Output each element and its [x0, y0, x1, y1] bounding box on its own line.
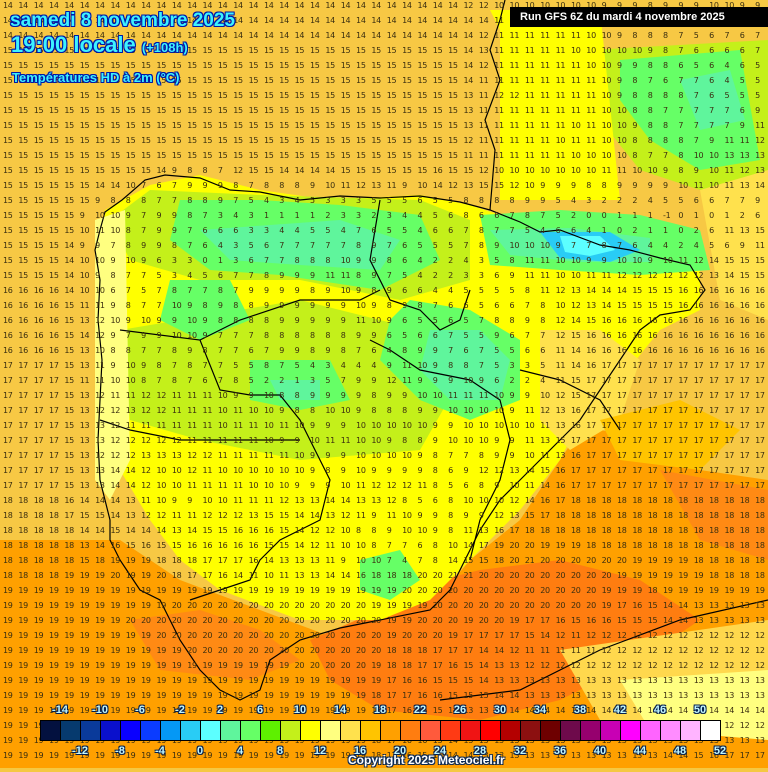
- legend-tick-top: 26: [453, 704, 467, 716]
- legend-swatch: [81, 721, 101, 740]
- forecast-time: 19:00 locale (+108h): [11, 32, 188, 58]
- legend-swatch: [41, 721, 61, 740]
- legend-tick-top: -14: [52, 704, 68, 716]
- legend-swatch: [141, 721, 161, 740]
- legend-swatch: [281, 721, 301, 740]
- legend-swatch: [361, 721, 381, 740]
- legend-tick-top: 42: [613, 704, 627, 716]
- legend-tick-top: 50: [693, 704, 707, 716]
- legend-swatch: [461, 721, 481, 740]
- legend-tick-bottom: 52: [713, 745, 727, 757]
- coastline: [94, 0, 768, 701]
- legend-swatch: [561, 721, 581, 740]
- legend-swatch: [481, 721, 501, 740]
- legend-tick-bottom: 8: [276, 745, 284, 757]
- legend-tick-top: -6: [135, 704, 145, 716]
- legend-tick-bottom: 4: [236, 745, 244, 757]
- legend-tick-top: -10: [92, 704, 108, 716]
- legend-tick-bottom: -4: [155, 745, 165, 757]
- copyright-notice: Copyright 2025 Meteociel.fr: [348, 753, 505, 767]
- legend-swatch: [101, 721, 121, 740]
- legend-tick-bottom: -8: [115, 745, 125, 757]
- legend-tick-top: 30: [493, 704, 507, 716]
- legend-tick-top: -2: [175, 704, 185, 716]
- legend-swatch: [341, 721, 361, 740]
- legend-tick-top: 6: [256, 704, 264, 716]
- legend-swatch: [261, 721, 281, 740]
- legend-swatch: [581, 721, 601, 740]
- legend-tick-bottom: 48: [673, 745, 687, 757]
- legend-swatch: [441, 721, 461, 740]
- legend-tick-bottom: 12: [313, 745, 327, 757]
- model-run-banner: Run GFS 6Z du mardi 4 novembre 2025: [510, 7, 768, 27]
- legend-tick-top: 22: [413, 704, 427, 716]
- legend-tick-bottom: 20: [393, 745, 407, 757]
- legend-tick-bottom: 0: [196, 745, 204, 757]
- legend-tick-bottom: 16: [353, 745, 367, 757]
- forecast-lead-time: (+108h): [141, 40, 188, 55]
- parameter-title: Températures HD à 2m (°C): [12, 70, 180, 85]
- legend-tick-bottom: 28: [473, 745, 487, 757]
- legend-tick-bottom: -12: [72, 745, 88, 757]
- forecast-local-time: 19:00 locale: [11, 32, 136, 57]
- legend-swatch: [541, 721, 561, 740]
- legend-swatch: [701, 721, 720, 740]
- legend-tick-top: 14: [333, 704, 347, 716]
- legend-swatch: [201, 721, 221, 740]
- legend-swatch: [521, 721, 541, 740]
- legend-swatch: [301, 721, 321, 740]
- legend-tick-bottom: 40: [593, 745, 607, 757]
- legend-tick-bottom: 24: [433, 745, 447, 757]
- legend-swatch: [401, 721, 421, 740]
- legend-tick-top: 34: [533, 704, 547, 716]
- legend-swatch: [641, 721, 661, 740]
- legend-swatch: [421, 721, 441, 740]
- color-scale-legend: [40, 720, 721, 741]
- legend-swatch: [621, 721, 641, 740]
- legend-tick-top: 10: [293, 704, 307, 716]
- legend-swatch: [661, 721, 681, 740]
- legend-tick-bottom: 44: [633, 745, 647, 757]
- legend-tick-bottom: 36: [553, 745, 567, 757]
- legend-tick-top: 2: [216, 704, 224, 716]
- legend-swatch: [601, 721, 621, 740]
- legend-swatch: [221, 721, 241, 740]
- legend-swatch: [501, 721, 521, 740]
- legend-swatch: [241, 721, 261, 740]
- legend-swatch: [381, 721, 401, 740]
- legend-swatch: [61, 721, 81, 740]
- legend-tick-top: 18: [373, 704, 387, 716]
- forecast-date: samedi 8 novembre 2025: [10, 10, 235, 31]
- legend-tick-top: 46: [653, 704, 667, 716]
- legend-tick-bottom: 32: [513, 745, 527, 757]
- legend-swatch: [161, 721, 181, 740]
- legend-swatch: [121, 721, 141, 740]
- legend-swatch: [181, 721, 201, 740]
- legend-swatch: [321, 721, 341, 740]
- legend-swatch: [681, 721, 701, 740]
- legend-tick-top: 38: [573, 704, 587, 716]
